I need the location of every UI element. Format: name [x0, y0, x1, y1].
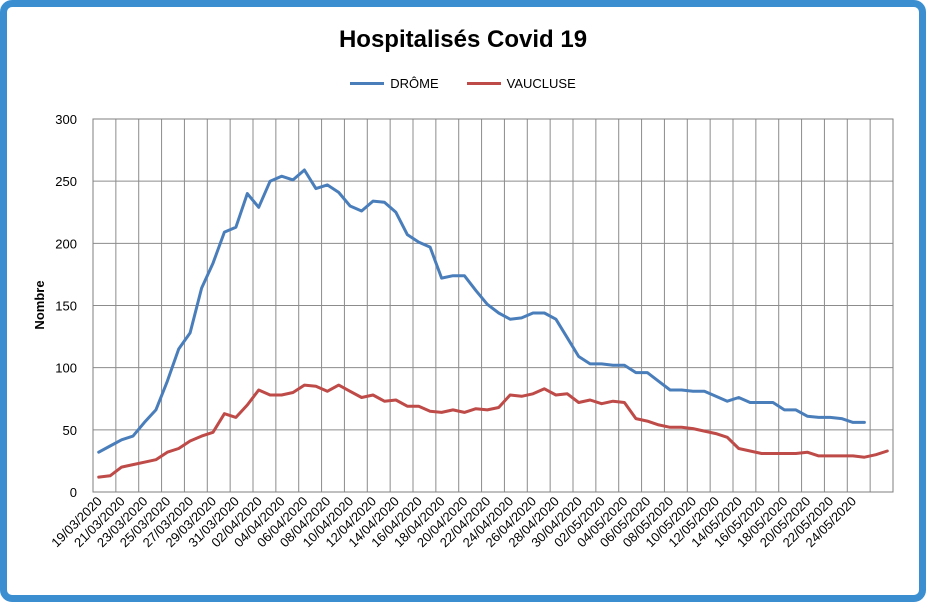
y-tick-label: 50 — [63, 423, 77, 438]
legend-swatch-drome — [350, 82, 385, 85]
y-tick-label: 300 — [55, 112, 77, 127]
y-tick-label: 0 — [70, 485, 77, 500]
legend-label-vaucluse: VAUCLUSE — [506, 76, 576, 91]
chart-legend: DRÔME VAUCLUSE — [0, 76, 926, 91]
series-line-drome — [97, 168, 866, 454]
y-axis-tick-labels: 0 50 100 150 200 250 300 — [55, 112, 77, 500]
y-tick-label: 100 — [55, 361, 77, 376]
chart-title: Hospitalisés Covid 19 — [338, 26, 588, 53]
grid-lines — [92, 118, 894, 493]
series-lines — [97, 168, 889, 479]
legend-label-drome: DRÔME — [390, 76, 439, 91]
legend-item-vaucluse: VAUCLUSE — [466, 76, 576, 91]
y-tick-label: 200 — [55, 236, 77, 251]
y-axis-label: Nombre — [32, 280, 47, 329]
x-axis-tick-labels: 19/03/202021/03/202023/03/202025/03/2020… — [48, 494, 859, 551]
series-line-vaucluse — [97, 383, 889, 479]
y-tick-label: 150 — [55, 299, 77, 314]
legend-swatch-vaucluse — [466, 82, 501, 85]
plot-area-border — [92, 118, 894, 493]
y-tick-label: 250 — [55, 174, 77, 189]
legend-item-drome: DRÔME — [350, 76, 439, 91]
